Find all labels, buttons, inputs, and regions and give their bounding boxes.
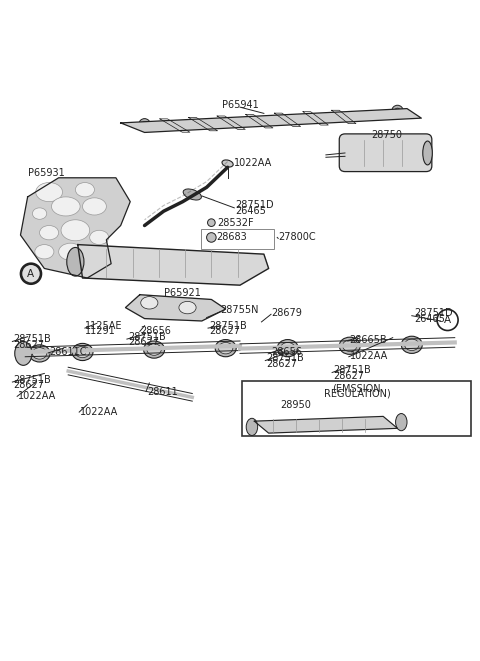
Text: 28627: 28627	[209, 327, 240, 336]
Ellipse shape	[215, 340, 236, 357]
Text: 28611C: 28611C	[49, 347, 86, 357]
Text: A: A	[444, 315, 451, 325]
Text: P65941: P65941	[222, 100, 258, 110]
Ellipse shape	[90, 230, 109, 245]
Circle shape	[207, 219, 215, 227]
Polygon shape	[246, 114, 273, 128]
Ellipse shape	[281, 342, 295, 354]
Text: 28751B: 28751B	[13, 375, 51, 385]
Text: 28611: 28611	[147, 387, 178, 397]
Ellipse shape	[61, 220, 90, 241]
Text: 1022AA: 1022AA	[80, 407, 119, 417]
Text: 1125AE: 1125AE	[85, 321, 122, 330]
Ellipse shape	[246, 418, 258, 436]
Text: 28751B: 28751B	[209, 321, 247, 330]
Polygon shape	[303, 112, 328, 125]
Circle shape	[22, 264, 40, 284]
Ellipse shape	[33, 348, 47, 359]
Text: 28683: 28683	[216, 233, 247, 243]
Text: REGULATION): REGULATION)	[324, 389, 390, 399]
Ellipse shape	[183, 189, 202, 200]
Text: 28751D: 28751D	[414, 308, 453, 318]
Polygon shape	[125, 295, 226, 321]
Ellipse shape	[179, 301, 196, 314]
Ellipse shape	[67, 247, 84, 276]
Bar	[242, 381, 471, 436]
Polygon shape	[189, 118, 217, 131]
Text: 28679: 28679	[271, 308, 302, 318]
Ellipse shape	[343, 340, 357, 352]
Ellipse shape	[83, 198, 107, 215]
Ellipse shape	[144, 341, 165, 358]
Ellipse shape	[75, 182, 95, 197]
Ellipse shape	[401, 336, 422, 354]
Ellipse shape	[222, 160, 233, 167]
Text: 27800C: 27800C	[278, 233, 316, 243]
Polygon shape	[21, 178, 130, 278]
Polygon shape	[254, 416, 397, 433]
Text: 28665B: 28665B	[349, 335, 386, 345]
FancyBboxPatch shape	[339, 134, 432, 172]
Text: 28532F: 28532F	[217, 217, 254, 227]
Text: 28627: 28627	[13, 380, 44, 391]
Text: 1022AA: 1022AA	[350, 351, 388, 361]
Text: 1022AA: 1022AA	[18, 391, 56, 401]
Circle shape	[139, 118, 150, 130]
Circle shape	[395, 108, 400, 114]
Text: 26465: 26465	[414, 313, 445, 324]
Ellipse shape	[218, 342, 233, 354]
Ellipse shape	[35, 245, 54, 259]
Text: 28627: 28627	[333, 371, 364, 381]
Polygon shape	[275, 113, 300, 126]
Ellipse shape	[39, 225, 59, 240]
Ellipse shape	[15, 342, 32, 366]
Ellipse shape	[277, 340, 298, 357]
Text: 28627: 28627	[13, 340, 44, 350]
Text: P65921: P65921	[164, 288, 201, 298]
Text: 28627: 28627	[128, 337, 159, 348]
Ellipse shape	[405, 339, 419, 350]
Text: 28751B: 28751B	[128, 332, 166, 342]
Text: 28656: 28656	[141, 327, 172, 336]
Text: 11291: 11291	[85, 327, 116, 336]
Ellipse shape	[339, 337, 360, 354]
Text: 28627: 28627	[266, 359, 297, 369]
Circle shape	[142, 122, 147, 127]
Ellipse shape	[396, 414, 407, 431]
Ellipse shape	[36, 182, 62, 202]
Polygon shape	[160, 119, 190, 132]
Text: 28755N: 28755N	[220, 305, 258, 315]
Ellipse shape	[141, 297, 158, 309]
Text: 28950: 28950	[281, 401, 312, 410]
Ellipse shape	[51, 197, 80, 216]
Text: A: A	[27, 269, 35, 279]
Text: 28750: 28750	[371, 130, 402, 140]
Text: 26465: 26465	[235, 206, 266, 215]
Polygon shape	[120, 108, 421, 132]
Text: 28656: 28656	[271, 347, 302, 357]
Ellipse shape	[72, 343, 93, 360]
Ellipse shape	[147, 344, 161, 356]
Text: 1022AA: 1022AA	[234, 158, 273, 168]
Polygon shape	[217, 116, 245, 130]
Circle shape	[392, 105, 403, 117]
Ellipse shape	[59, 243, 83, 260]
Ellipse shape	[75, 346, 90, 358]
Polygon shape	[332, 110, 356, 124]
Ellipse shape	[423, 141, 432, 165]
Text: (EMSSION: (EMSSION	[333, 384, 381, 394]
Text: 28751D: 28751D	[235, 200, 274, 210]
Ellipse shape	[33, 208, 47, 219]
Circle shape	[206, 233, 216, 242]
Ellipse shape	[29, 345, 50, 362]
Text: P65931: P65931	[28, 168, 64, 178]
Polygon shape	[78, 245, 269, 285]
Text: 28751B: 28751B	[333, 365, 371, 375]
Text: 28751B: 28751B	[13, 334, 51, 344]
Text: 28751B: 28751B	[266, 353, 304, 363]
